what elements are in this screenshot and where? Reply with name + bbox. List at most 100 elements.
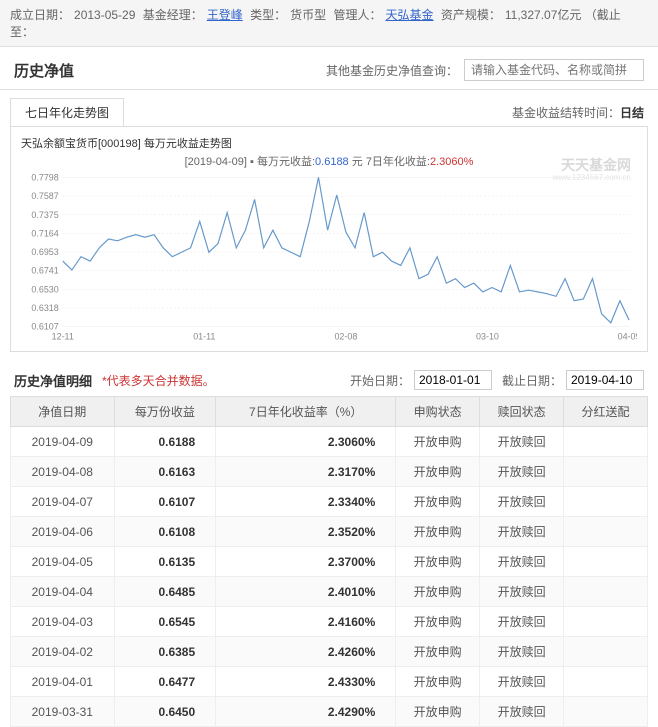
end-date-label: 截止日期：: [502, 372, 562, 389]
svg-text:0.6530: 0.6530: [31, 284, 58, 294]
value-type: 货币型: [290, 8, 326, 22]
table-header: 赎回状态: [480, 397, 564, 427]
table-cell: 2019-04-02: [11, 637, 115, 667]
table-cell: [564, 697, 648, 727]
table-cell: [564, 637, 648, 667]
watermark: 天天基金网: [561, 155, 631, 175]
table-cell: 0.6108: [114, 517, 216, 547]
search-input[interactable]: [464, 59, 644, 81]
table-row: 2019-04-010.64772.4330%开放申购开放赎回: [11, 667, 648, 697]
settle-info: 基金收益结转时间：日结: [512, 104, 648, 121]
table-cell: 2019-04-09: [11, 427, 115, 457]
table-cell: 2.4160%: [216, 607, 396, 637]
svg-text:03-10: 03-10: [476, 331, 499, 341]
table-cell: 0.6163: [114, 457, 216, 487]
table-cell: 开放申购: [396, 487, 480, 517]
table-row: 2019-04-090.61882.3060%开放申购开放赎回: [11, 427, 648, 457]
table-cell: 2.4330%: [216, 667, 396, 697]
end-date-input[interactable]: [566, 370, 644, 390]
svg-text:01-11: 01-11: [193, 331, 215, 341]
tab-row: 七日年化走势图 基金收益结转时间：日结: [10, 98, 648, 127]
table-header: 每万份收益: [114, 397, 216, 427]
table-cell: 0.6188: [114, 427, 216, 457]
search-label: 其他基金历史净值查询：: [326, 62, 458, 79]
svg-text:0.7587: 0.7587: [31, 191, 58, 201]
table-cell: 开放申购: [396, 547, 480, 577]
table-cell: 0.6135: [114, 547, 216, 577]
table-cell: 2.4010%: [216, 577, 396, 607]
table-cell: 0.6477: [114, 667, 216, 697]
table-cell: 0.6545: [114, 607, 216, 637]
chart-svg: 0.77980.75870.73750.71640.69530.67410.65…: [21, 173, 637, 343]
table-cell: [564, 457, 648, 487]
svg-text:12-11: 12-11: [52, 331, 74, 341]
table-cell: 开放申购: [396, 607, 480, 637]
svg-text:04-09: 04-09: [618, 331, 637, 341]
link-admin[interactable]: 天弘基金: [386, 8, 434, 22]
history-table: 净值日期每万份收益7日年化收益率（%）申购状态赎回状态分红送配 2019-04-…: [10, 396, 648, 727]
table-row: 2019-04-020.63852.4260%开放申购开放赎回: [11, 637, 648, 667]
table-cell: 2019-04-06: [11, 517, 115, 547]
label-date: 成立日期：: [10, 8, 70, 22]
table-cell: 2.3170%: [216, 457, 396, 487]
chart-title: 天弘余额宝货币[000198] 每万元收益走势图: [21, 135, 637, 151]
table-cell: 开放赎回: [480, 457, 564, 487]
label-manager: 基金经理：: [143, 8, 203, 22]
table-cell: 开放赎回: [480, 607, 564, 637]
watermark-sub: www.1234567.com.cn: [553, 173, 631, 182]
table-cell: 开放申购: [396, 427, 480, 457]
table-cell: 开放申购: [396, 457, 480, 487]
label-admin: 管理人：: [334, 8, 382, 22]
table-row: 2019-04-050.61352.3700%开放申购开放赎回: [11, 547, 648, 577]
start-date-label: 开始日期：: [350, 372, 410, 389]
table-cell: 开放赎回: [480, 547, 564, 577]
table-cell: 开放申购: [396, 517, 480, 547]
table-cell: 2.3340%: [216, 487, 396, 517]
chart-box: 天弘余额宝货币[000198] 每万元收益走势图 [2019-04-09] ▪ …: [10, 127, 648, 352]
value-date: 2013-05-29: [74, 8, 135, 22]
table-row: 2019-03-310.64502.4290%开放申购开放赎回: [11, 697, 648, 727]
table-cell: 开放申购: [396, 697, 480, 727]
svg-text:0.6107: 0.6107: [31, 322, 58, 332]
table-header: 净值日期: [11, 397, 115, 427]
table-row: 2019-04-040.64852.4010%开放申购开放赎回: [11, 577, 648, 607]
table-cell: 开放赎回: [480, 667, 564, 697]
label-type: 类型：: [250, 8, 286, 22]
start-date-input[interactable]: [414, 370, 492, 390]
link-manager[interactable]: 王登峰: [207, 8, 243, 22]
table-cell: 开放申购: [396, 637, 480, 667]
table-header: 7日年化收益率（%）: [216, 397, 396, 427]
svg-text:0.7375: 0.7375: [31, 210, 58, 220]
table-cell: [564, 667, 648, 697]
table-row: 2019-04-070.61072.3340%开放申购开放赎回: [11, 487, 648, 517]
table-cell: 0.6485: [114, 577, 216, 607]
chart-section: 七日年化走势图 基金收益结转时间：日结 天弘余额宝货币[000198] 每万元收…: [10, 98, 648, 352]
svg-text:0.7798: 0.7798: [31, 173, 58, 183]
chart-legend: [2019-04-09] ▪ 每万元收益:0.6188 元 7日年化收益:2.3…: [21, 153, 637, 169]
table-cell: 开放申购: [396, 667, 480, 697]
page-title: 历史净值: [14, 60, 326, 81]
table-cell: [564, 577, 648, 607]
tab-7day[interactable]: 七日年化走势图: [10, 98, 124, 126]
table-cell: 2019-04-04: [11, 577, 115, 607]
table-cell: 开放赎回: [480, 577, 564, 607]
table-cell: 0.6450: [114, 697, 216, 727]
header-row: 历史净值 其他基金历史净值查询：: [0, 47, 658, 90]
table-cell: 2.4290%: [216, 697, 396, 727]
table-cell: 开放申购: [396, 577, 480, 607]
svg-text:02-08: 02-08: [334, 331, 357, 341]
svg-text:0.6741: 0.6741: [31, 266, 58, 276]
detail-row: 历史净值明细 *代表多天合并数据。 开始日期： 截止日期：: [0, 360, 658, 396]
table-cell: 开放赎回: [480, 487, 564, 517]
table-cell: 2019-03-31: [11, 697, 115, 727]
table-cell: 2019-04-05: [11, 547, 115, 577]
table-cell: 2.3060%: [216, 427, 396, 457]
table-cell: 2019-04-07: [11, 487, 115, 517]
table-cell: 0.6385: [114, 637, 216, 667]
svg-text:0.6953: 0.6953: [31, 247, 58, 257]
table-cell: [564, 547, 648, 577]
info-bar: 成立日期： 2013-05-29 基金经理： 王登峰 类型： 货币型 管理人： 天弘基金…: [0, 0, 658, 47]
table-cell: 0.6107: [114, 487, 216, 517]
detail-note: *代表多天合并数据。: [102, 372, 340, 389]
table-cell: [564, 517, 648, 547]
